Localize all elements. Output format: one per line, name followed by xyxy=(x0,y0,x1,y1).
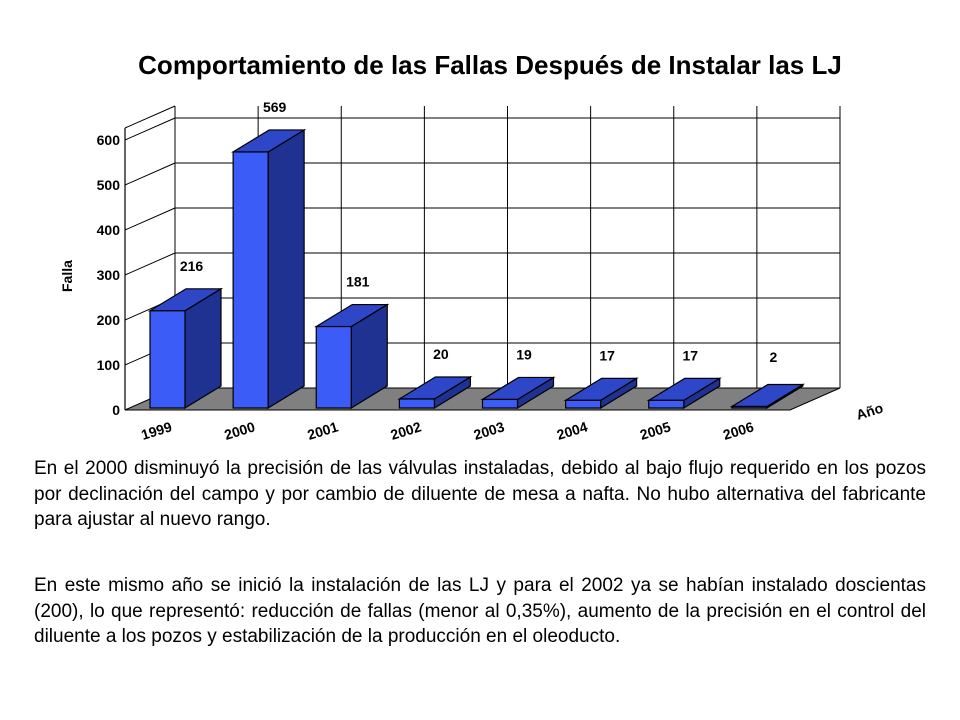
x-tick-label: 2004 xyxy=(555,418,590,442)
y-axis-ticks: 0 100 200 300 400 500 600 xyxy=(97,132,121,418)
data-label: 17 xyxy=(682,347,698,363)
data-label: 19 xyxy=(516,346,532,362)
wall-top-edge xyxy=(124,105,176,129)
bar-front xyxy=(731,405,768,409)
bar-2002 xyxy=(397,375,473,410)
gridline-side xyxy=(124,252,176,276)
data-label: 569 xyxy=(263,99,287,115)
x-tick-label: 1999 xyxy=(139,418,174,442)
y-axis-label: Falla xyxy=(59,260,75,292)
bar-front xyxy=(232,151,269,409)
bar-front xyxy=(565,399,602,409)
bar-2001 xyxy=(314,303,390,410)
y-tick-label: 200 xyxy=(97,312,121,328)
bar-2003 xyxy=(480,376,556,410)
bar-front xyxy=(315,325,352,409)
data-label: 17 xyxy=(599,347,615,363)
bar-chart-3d: 0 100 200 300 400 500 600 216 569 181 20 19 17 17 2 1… xyxy=(59,99,885,443)
x-tick-label: 2002 xyxy=(389,418,424,442)
gridline-side xyxy=(124,162,176,186)
y-tick-label: 100 xyxy=(97,357,121,373)
grid-lines xyxy=(124,106,841,411)
y-tick-label: 300 xyxy=(97,267,121,283)
data-labels: 216 569 181 20 19 17 17 2 xyxy=(180,99,778,365)
data-label: 216 xyxy=(180,258,204,274)
x-axis-label: Año xyxy=(854,400,885,423)
y-tick-label: 0 xyxy=(112,402,120,418)
data-label: 181 xyxy=(346,274,370,290)
bar-2005 xyxy=(646,377,722,410)
bar-front xyxy=(481,398,519,409)
y-tick-label: 500 xyxy=(97,177,121,193)
paragraph-1: En el 2000 disminuyó la precisión de las… xyxy=(34,458,926,530)
bar-front xyxy=(648,399,685,409)
bar-2006 xyxy=(729,383,806,410)
bar-1999 xyxy=(147,287,224,410)
bar-front xyxy=(149,310,186,409)
bar-2000 xyxy=(230,128,307,410)
paragraph-2: En este mismo año se inició la instalaci… xyxy=(34,575,926,647)
chart-title: Comportamiento de las Fallas Después de … xyxy=(138,50,842,80)
gridline-side xyxy=(124,117,176,141)
data-label: 2 xyxy=(769,349,777,365)
x-tick-label: 2000 xyxy=(222,418,257,442)
bars xyxy=(147,128,806,410)
bar-side xyxy=(267,128,305,410)
gridline-side xyxy=(124,207,176,231)
y-tick-label: 400 xyxy=(97,222,121,238)
bar-front xyxy=(398,398,435,409)
x-tick-label: 2003 xyxy=(472,418,507,442)
y-tick-label: 600 xyxy=(97,132,121,148)
bar-2004 xyxy=(563,377,639,410)
x-tick-label: 2006 xyxy=(721,418,756,442)
x-axis-ticks: 1999 2000 2001 2002 2003 2004 2005 2006 xyxy=(139,418,756,442)
data-label: 20 xyxy=(433,346,449,362)
x-tick-label: 2001 xyxy=(305,418,340,442)
x-tick-label: 2005 xyxy=(638,418,673,442)
